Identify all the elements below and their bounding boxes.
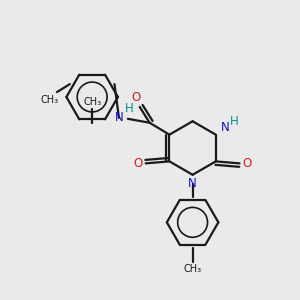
Text: CH₃: CH₃ [184, 264, 202, 274]
Text: CH₃: CH₃ [41, 95, 59, 105]
Text: H: H [230, 115, 239, 128]
Text: O: O [133, 157, 142, 170]
Text: N: N [115, 111, 123, 124]
Text: O: O [243, 157, 252, 170]
Text: N: N [188, 177, 197, 190]
Text: O: O [131, 92, 140, 104]
Text: CH₃: CH₃ [83, 97, 101, 107]
Text: H: H [124, 102, 133, 116]
Text: N: N [221, 121, 230, 134]
